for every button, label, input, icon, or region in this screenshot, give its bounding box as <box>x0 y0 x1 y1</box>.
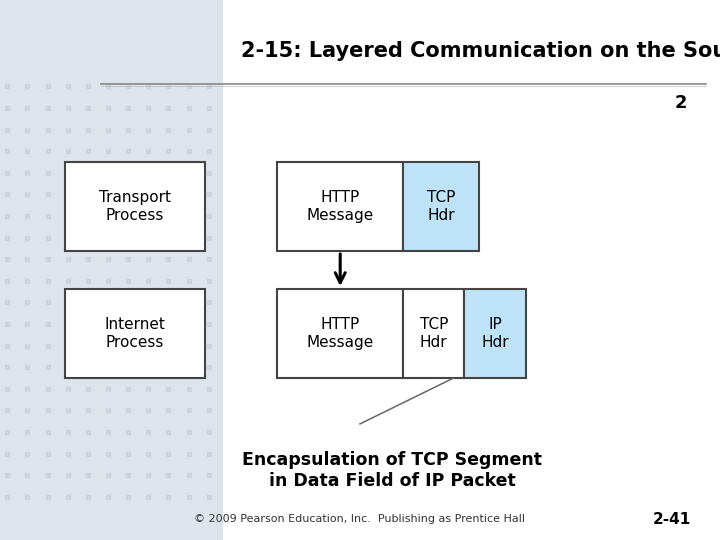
Text: 2-15: Layered Communication on the Source Host: 2-15: Layered Communication on the Sourc… <box>241 41 720 62</box>
Text: TCP
Hdr: TCP Hdr <box>427 190 455 222</box>
Bar <box>464 289 526 378</box>
Bar <box>223 0 720 540</box>
Bar <box>277 289 403 378</box>
Bar <box>403 289 464 378</box>
Text: IP
Hdr: IP Hdr <box>481 317 509 350</box>
Text: Internet
Process: Internet Process <box>104 317 166 350</box>
Text: TCP
Hdr: TCP Hdr <box>420 317 448 350</box>
Bar <box>223 0 720 81</box>
Bar <box>65 162 205 251</box>
Bar <box>403 162 479 251</box>
Text: HTTP
Message: HTTP Message <box>307 190 374 222</box>
Text: 2: 2 <box>675 94 688 112</box>
Text: Transport
Process: Transport Process <box>99 190 171 222</box>
Text: Encapsulation of TCP Segment
in Data Field of IP Packet: Encapsulation of TCP Segment in Data Fie… <box>243 451 542 490</box>
Text: HTTP
Message: HTTP Message <box>307 317 374 350</box>
Bar <box>277 162 403 251</box>
Bar <box>0 0 223 540</box>
Text: © 2009 Pearson Education, Inc.  Publishing as Prentice Hall: © 2009 Pearson Education, Inc. Publishin… <box>194 515 526 524</box>
Bar <box>65 289 205 378</box>
Text: 2-41: 2-41 <box>653 512 691 527</box>
